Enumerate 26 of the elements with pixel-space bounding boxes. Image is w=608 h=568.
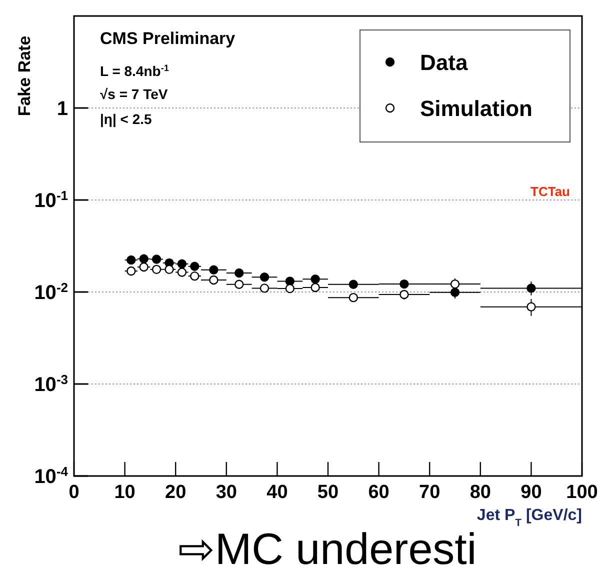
y-tick-label: 1 xyxy=(56,98,68,120)
legend-label: Data xyxy=(420,50,468,75)
annotation: √s = 7 TeV xyxy=(100,86,168,102)
x-tick-label: 0 xyxy=(68,482,80,503)
y-tick-label: 10$^{-1}$ xyxy=(34,188,68,212)
annotation: CMS Preliminary xyxy=(100,29,236,48)
x-tick-label: 80 xyxy=(470,482,491,503)
x-tick-label: 50 xyxy=(317,482,339,503)
text: ⇨MC underesti xyxy=(178,525,477,568)
annotation: L = 8.4nb$^{-1}$ xyxy=(100,63,169,79)
x-tick-label: 70 xyxy=(419,482,440,503)
legend-label: Simulation xyxy=(420,96,532,121)
x-tick-label: 90 xyxy=(520,482,542,503)
y-tick-label: 10$^{-3}$ xyxy=(34,372,68,396)
annotation: |η| < 2.5 xyxy=(100,111,152,128)
annotation: TCTau xyxy=(530,184,570,199)
y-tick-label: 10$^{-2}$ xyxy=(34,280,68,304)
y-tick-label: 10$^{-4}$ xyxy=(34,464,69,488)
x-tick-label: 100 xyxy=(566,482,598,503)
x-tick-label: 10 xyxy=(114,482,136,503)
x-tick-label: 20 xyxy=(165,482,186,503)
x-tick-label: 60 xyxy=(368,482,390,503)
x-tick-label: 30 xyxy=(216,482,237,503)
y-axis-title: Fake Rate xyxy=(15,36,34,116)
x-axis-title: Jet P$_{T}$ [GeV/c] xyxy=(476,507,582,528)
x-tick-label: 40 xyxy=(266,482,288,503)
